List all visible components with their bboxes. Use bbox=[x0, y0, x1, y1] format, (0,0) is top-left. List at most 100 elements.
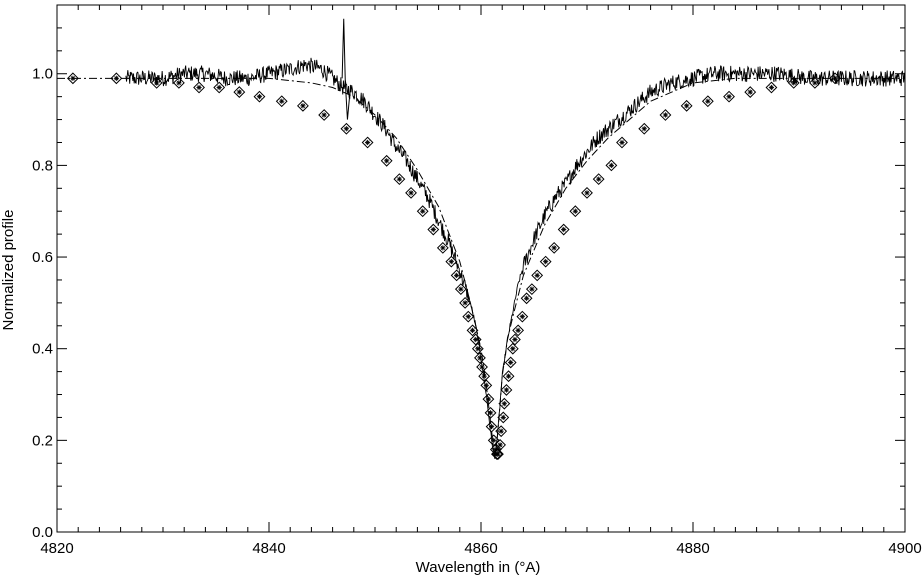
asterisk-d2 bbox=[726, 94, 732, 99]
diamond-marker bbox=[592, 173, 605, 186]
asterisk-d2 bbox=[237, 89, 242, 95]
diamond-marker bbox=[616, 136, 628, 149]
asterisk-d2 bbox=[748, 89, 753, 95]
asterisk-d2 bbox=[508, 360, 513, 365]
data-point-marker bbox=[484, 406, 497, 419]
emission-spike bbox=[341, 18, 351, 120]
data-point-marker bbox=[531, 269, 544, 282]
asterisk-d2 bbox=[217, 85, 222, 90]
asterisk-d2 bbox=[475, 346, 480, 351]
asterisk-d2 bbox=[257, 94, 262, 99]
diamond-marker bbox=[701, 95, 714, 108]
data-point-marker bbox=[416, 205, 429, 218]
diamond-marker bbox=[502, 370, 515, 383]
series-layer bbox=[57, 18, 905, 461]
diamond-marker bbox=[487, 434, 500, 447]
diamond-marker bbox=[495, 425, 508, 438]
data-point-marker bbox=[393, 173, 406, 186]
diamond-marker bbox=[680, 99, 693, 112]
asterisk-d2 bbox=[420, 209, 425, 214]
data-point-marker bbox=[466, 324, 479, 337]
asterisk-d2 bbox=[619, 140, 625, 145]
data-point-marker bbox=[808, 76, 821, 89]
data-point-marker bbox=[469, 333, 482, 346]
x-tick-label: 4860 bbox=[464, 540, 497, 557]
data-point-marker bbox=[497, 411, 510, 424]
model-profile-line bbox=[57, 77, 905, 459]
asterisk-d2 bbox=[449, 259, 454, 264]
data-point-marker bbox=[494, 439, 506, 451]
data-point-marker bbox=[476, 361, 488, 373]
y-tick-label: 0.2 bbox=[32, 432, 53, 449]
data-point-marker bbox=[539, 255, 552, 268]
diamond-marker bbox=[500, 384, 513, 396]
asterisk-d2 bbox=[154, 80, 159, 86]
asterisk-d2 bbox=[344, 126, 349, 131]
asterisk-d2 bbox=[705, 99, 710, 104]
y-tick-label: 1.0 bbox=[32, 66, 53, 83]
asterisk-d2 bbox=[176, 80, 182, 86]
diamond-marker bbox=[569, 205, 582, 218]
data-point-marker bbox=[233, 86, 246, 98]
diamond-marker bbox=[297, 99, 309, 112]
data-point-marker bbox=[482, 393, 495, 406]
data-point-marker bbox=[405, 186, 417, 199]
data-point-marker bbox=[765, 81, 778, 94]
asterisk-d2 bbox=[512, 337, 518, 342]
data-point-marker bbox=[569, 205, 582, 218]
data-point-marker bbox=[110, 72, 123, 85]
data-point-marker bbox=[829, 72, 841, 85]
observed-spectrum-line bbox=[125, 57, 905, 459]
data-point-marker bbox=[253, 90, 266, 103]
data-point-marker bbox=[450, 269, 463, 282]
diamond-marker bbox=[504, 356, 517, 369]
data-point-marker bbox=[638, 122, 651, 135]
asterisk-d2 bbox=[279, 99, 284, 104]
asterisk-d2 bbox=[684, 103, 689, 108]
asterisk-d2 bbox=[470, 328, 475, 333]
data-point-marker bbox=[361, 136, 374, 149]
data-point-marker bbox=[297, 99, 309, 112]
diamond-marker bbox=[361, 136, 374, 149]
data-point-marker bbox=[445, 255, 458, 268]
data-point-marker bbox=[427, 223, 440, 236]
y-tick-label: 0.8 bbox=[32, 157, 53, 174]
asterisk-d2 bbox=[535, 273, 540, 278]
asterisk-d2 bbox=[506, 374, 511, 379]
data-point-marker bbox=[504, 356, 517, 369]
diamond-marker bbox=[744, 86, 757, 98]
diamond-marker bbox=[512, 324, 525, 337]
asterisk-d2 bbox=[832, 76, 838, 81]
asterisk-d2 bbox=[573, 209, 578, 214]
asterisk-d2 bbox=[477, 355, 483, 360]
data-point-marker bbox=[213, 81, 226, 94]
diamond-marker bbox=[494, 439, 506, 451]
diamond-marker bbox=[469, 333, 482, 346]
diamond-marker bbox=[485, 420, 498, 433]
x-tick-label: 4840 bbox=[252, 540, 285, 557]
diamond-marker bbox=[829, 72, 841, 85]
data-point-marker bbox=[436, 241, 449, 254]
x-tick-label: 4820 bbox=[40, 540, 73, 557]
diamond-marker bbox=[150, 76, 163, 89]
asterisk-d2 bbox=[769, 85, 774, 90]
diamond-marker bbox=[253, 90, 266, 103]
data-point-marker bbox=[172, 76, 185, 89]
asterisk-d2 bbox=[321, 112, 327, 118]
data-point-marker bbox=[478, 370, 491, 383]
data-point-marker bbox=[502, 370, 515, 383]
asterisk-d2 bbox=[529, 286, 535, 292]
asterisk-d2 bbox=[482, 374, 487, 379]
data-point-marker bbox=[516, 310, 529, 323]
diamond-marker bbox=[474, 351, 486, 364]
diamond-marker bbox=[723, 90, 735, 103]
axes-layer: 4820 4840 4860 4880 4900 0.0 0.2 0.4 0.6 0.8 1.0 bbox=[32, 4, 922, 557]
diamond-marker bbox=[466, 324, 479, 337]
asterisk-d2 bbox=[114, 76, 119, 81]
asterisk-d2 bbox=[473, 337, 478, 342]
asterisk-d2 bbox=[497, 442, 503, 448]
data-point-marker bbox=[193, 81, 205, 94]
asterisk-d2 bbox=[561, 227, 566, 232]
data-point-marker bbox=[605, 159, 618, 172]
diamond-marker bbox=[459, 296, 472, 309]
